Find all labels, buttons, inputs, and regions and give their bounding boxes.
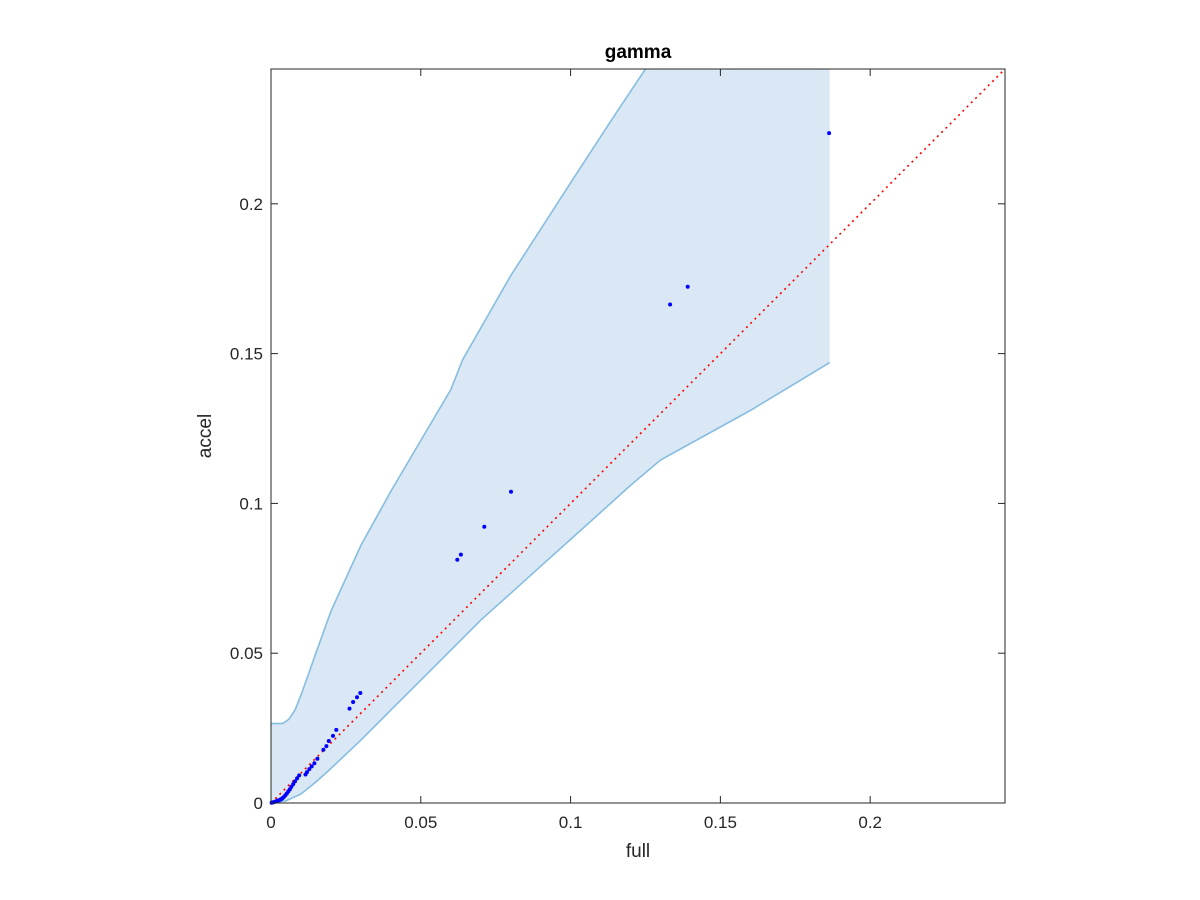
data-point-28 xyxy=(326,739,331,743)
data-point-23 xyxy=(309,764,314,769)
x-tick-label-0: 0 xyxy=(266,813,275,832)
data-point-31 xyxy=(347,706,352,711)
axes-box xyxy=(270,68,1006,804)
data-point-22 xyxy=(307,767,312,772)
data-point-34 xyxy=(358,691,363,695)
data-point-35 xyxy=(455,557,460,562)
data-point-33 xyxy=(355,695,359,700)
identity-reference-line xyxy=(270,68,1006,804)
data-point-39 xyxy=(668,302,673,307)
data-point-40 xyxy=(685,284,690,289)
data-point-36 xyxy=(458,552,463,557)
x-tick-label-1: 0.05 xyxy=(404,813,437,832)
data-point-24 xyxy=(312,761,317,766)
data-point-25 xyxy=(315,756,320,761)
x-axis-label: full xyxy=(626,841,650,862)
confidence-band-lower-edge xyxy=(270,361,831,804)
data-point-30 xyxy=(334,727,339,732)
data-point-26 xyxy=(321,747,326,752)
confidence-band-fill xyxy=(271,69,830,803)
y-tick-label-1: 0.05 xyxy=(230,644,263,663)
plot-area xyxy=(269,68,1006,805)
y-axis-label: accel xyxy=(195,414,216,458)
data-point-29 xyxy=(331,733,335,738)
chart-title: gamma xyxy=(605,42,672,63)
y-tick-label-4: 0.2 xyxy=(239,195,263,214)
x-tick-label-2: 0.1 xyxy=(559,813,583,832)
y-tick-label-0: 0 xyxy=(254,794,263,813)
y-tick-label-2: 0.1 xyxy=(239,494,263,513)
data-point-32 xyxy=(351,700,356,704)
axis-ticks: 0 0.05 0.1 0.15 0.2 0 0.05 0.1 0.15 0.2 xyxy=(230,69,1005,832)
data-point-21 xyxy=(305,770,309,775)
data-point-18 xyxy=(295,776,300,781)
data-point-19 xyxy=(297,773,302,778)
y-tick-label-3: 0.15 xyxy=(230,345,263,364)
data-point-37 xyxy=(482,524,487,529)
data-point-38 xyxy=(509,489,513,494)
confidence-band-upper-edge xyxy=(271,68,647,725)
x-tick-label-3: 0.15 xyxy=(704,813,737,832)
x-tick-label-4: 0.2 xyxy=(858,813,882,832)
data-point-27 xyxy=(324,744,329,749)
data-point-17 xyxy=(293,779,297,784)
data-point-41 xyxy=(827,131,832,136)
